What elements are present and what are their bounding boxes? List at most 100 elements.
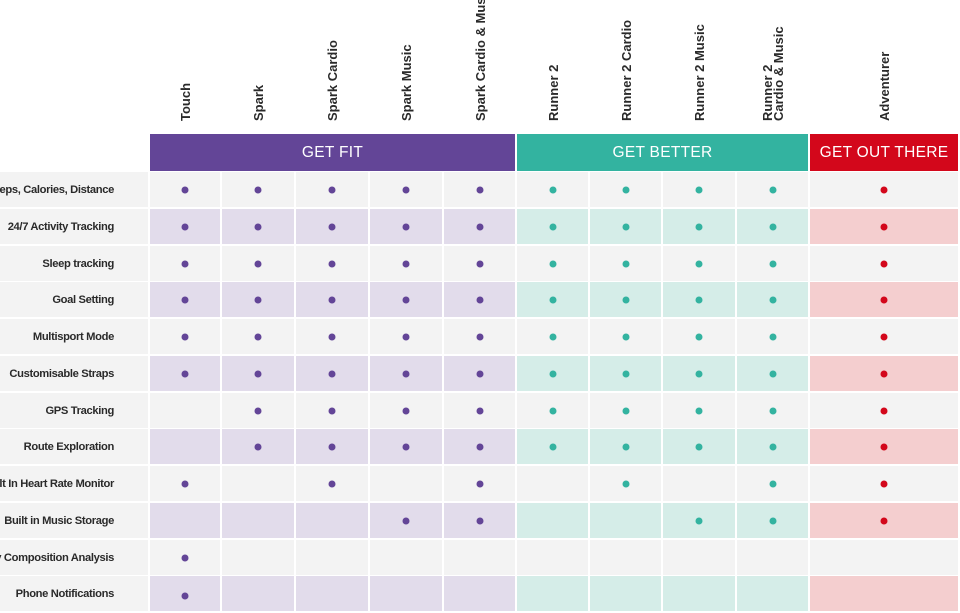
matrix-cell: [444, 466, 515, 501]
matrix-cell: [222, 540, 294, 575]
feature-dot: [549, 407, 556, 414]
feature-dot: [402, 370, 410, 377]
feature-dot: [181, 333, 189, 340]
matrix-cell: [663, 576, 735, 611]
feature-dot: [254, 370, 262, 377]
matrix-cell: [296, 282, 368, 317]
feature-dot: [769, 333, 776, 340]
matrix-cell: [150, 466, 220, 501]
feature-dot: [181, 260, 189, 267]
column-header: Spark Cardio & Music: [444, 0, 517, 127]
feature-dot: [695, 517, 703, 524]
matrix-cell: [296, 172, 368, 207]
matrix-cell: [296, 246, 368, 281]
feature-dot: [402, 260, 410, 267]
matrix-cell: [810, 393, 958, 428]
feature-label: GPS Tracking: [0, 393, 148, 428]
matrix-cell: [444, 540, 515, 575]
product-name: Spark Cardio & Music: [472, 0, 488, 121]
feature-dot: [254, 223, 262, 230]
feature-dot: [328, 296, 336, 303]
feature-dot: [328, 443, 336, 450]
matrix-cell: [444, 282, 515, 317]
feature-dot: [254, 260, 262, 267]
matrix-cell: [810, 466, 958, 501]
feature-dot: [181, 592, 189, 600]
product-name: Runner 2 Cardio: [618, 19, 634, 121]
matrix-cell: [222, 246, 294, 281]
feature-dot: [328, 370, 336, 377]
matrix-cell: [590, 282, 661, 317]
matrix-cell: [517, 576, 588, 611]
matrix-cell: [370, 209, 442, 244]
feature-dot: [549, 443, 556, 450]
feature-dot: [476, 517, 483, 524]
feature-dot: [769, 407, 776, 414]
feature-dot: [622, 260, 629, 267]
matrix-cell: [663, 282, 735, 317]
feature-dot: [695, 333, 703, 340]
feature-dot: [328, 186, 336, 193]
feature-dot: [181, 554, 189, 561]
feature-dot: [622, 333, 629, 340]
column-header: Adventurer: [810, 0, 960, 127]
product-name: Touch: [178, 82, 193, 121]
matrix-cell: [517, 393, 588, 428]
column-header: Runner 2 Music: [663, 0, 737, 127]
feature-dot: [769, 370, 776, 377]
feature-dot: [254, 443, 262, 450]
matrix-cell: [810, 356, 958, 391]
feature-label: 24/7 Activity Tracking: [0, 209, 148, 244]
matrix-cell: [370, 429, 442, 464]
group-band: GET FIT: [150, 134, 515, 171]
matrix-cell: [444, 356, 515, 391]
product-name: Adventurer: [877, 51, 892, 121]
feature-dot: [622, 223, 629, 230]
matrix-cell: [222, 172, 294, 207]
matrix-cell: [296, 503, 368, 538]
feature-dot: [769, 186, 776, 193]
feature-dot: [476, 186, 483, 193]
matrix-cell: [737, 172, 808, 207]
matrix-cell: [150, 540, 220, 575]
feature-dot: [880, 407, 888, 414]
feature-dot: [695, 443, 703, 450]
matrix-cell: [517, 356, 588, 391]
feature-dot: [181, 370, 189, 377]
matrix-cell: [810, 282, 958, 317]
matrix-cell: [296, 209, 368, 244]
matrix-cell: [150, 282, 220, 317]
matrix-cell: [222, 429, 294, 464]
product-name: Spark Cardio: [325, 40, 340, 121]
matrix-cell: [370, 282, 442, 317]
matrix-cell: [663, 356, 735, 391]
feature-dot: [476, 443, 483, 450]
matrix-cell: [810, 319, 958, 354]
feature-dot: [476, 407, 483, 414]
feature-dot: [476, 296, 483, 303]
feature-dot: [402, 443, 410, 450]
column-header: Spark Cardio: [296, 0, 370, 127]
feature-dot: [181, 480, 189, 487]
matrix-cell: [444, 172, 515, 207]
matrix-cell: [370, 319, 442, 354]
matrix-cell: [737, 282, 808, 317]
matrix-cell: [150, 356, 220, 391]
matrix-cell: [150, 576, 220, 611]
matrix-cell: [296, 393, 368, 428]
matrix-cell: [296, 356, 368, 391]
matrix-cell: [222, 209, 294, 244]
feature-dot: [476, 370, 483, 377]
matrix-cell: [150, 209, 220, 244]
matrix-cell: [663, 393, 735, 428]
feature-dot: [695, 296, 703, 303]
feature-dot: [254, 296, 262, 303]
matrix-cell: [222, 576, 294, 611]
feature-dot: [695, 223, 703, 230]
matrix-cell: [517, 209, 588, 244]
matrix-cell: [737, 319, 808, 354]
matrix-cell: [663, 209, 735, 244]
feature-dot: [880, 517, 888, 524]
feature-dot: [695, 407, 703, 414]
